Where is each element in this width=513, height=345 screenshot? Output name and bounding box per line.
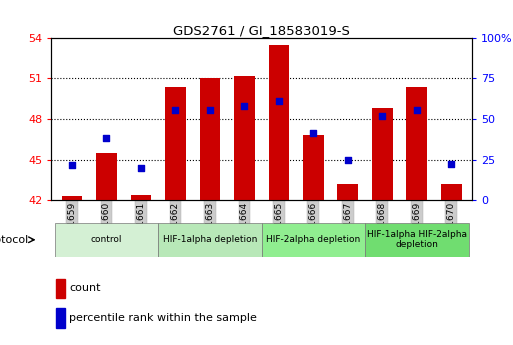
Text: percentile rank within the sample: percentile rank within the sample (69, 313, 257, 323)
Title: GDS2761 / GI_18583019-S: GDS2761 / GI_18583019-S (173, 24, 350, 37)
Text: count: count (69, 284, 101, 293)
Text: HIF-1alpha HIF-2alpha
depletion: HIF-1alpha HIF-2alpha depletion (367, 230, 467, 249)
Bar (55, 279, 65, 298)
Point (447, 161, 456, 166)
Point (68, 162, 76, 168)
Bar (262, 223, 365, 257)
Text: HIF-2alpha depletion: HIF-2alpha depletion (266, 235, 361, 244)
Bar (372, 108, 392, 200)
Point (378, 114, 386, 119)
Bar (62, 196, 82, 200)
Bar (55, 223, 158, 257)
Text: HIF-1alpha depletion: HIF-1alpha depletion (163, 235, 257, 244)
Bar (158, 223, 262, 257)
Point (275, 99, 283, 104)
Text: control: control (91, 235, 122, 244)
Bar (131, 195, 151, 200)
Bar (234, 76, 255, 200)
Bar (406, 87, 427, 200)
Bar (365, 223, 468, 257)
Point (240, 103, 248, 108)
Bar (200, 79, 220, 200)
Bar (96, 153, 117, 200)
Bar (303, 135, 324, 200)
Point (412, 107, 421, 112)
Point (171, 107, 180, 112)
Point (309, 130, 318, 135)
Bar (165, 87, 186, 200)
Point (206, 107, 214, 112)
Point (344, 157, 352, 162)
Bar (55, 308, 65, 328)
Bar (338, 184, 358, 200)
Bar (441, 184, 462, 200)
Point (137, 165, 145, 170)
Text: protocol: protocol (0, 235, 28, 245)
Bar (268, 45, 289, 200)
Point (103, 135, 111, 141)
